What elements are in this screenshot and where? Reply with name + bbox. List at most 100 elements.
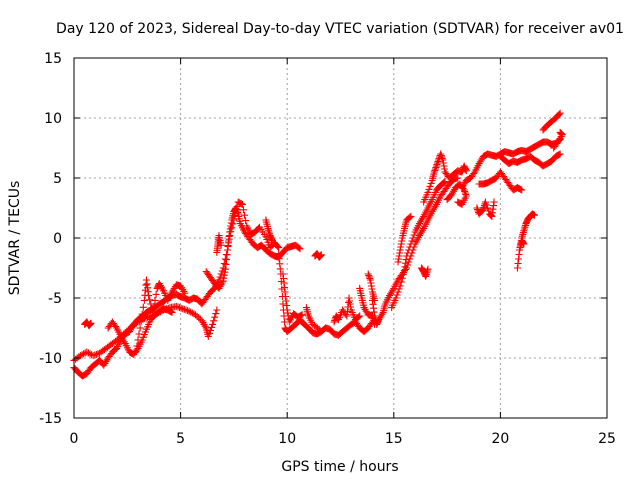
data-point <box>184 307 192 315</box>
data-point <box>206 326 214 334</box>
data-point <box>556 150 564 158</box>
data-point <box>229 220 237 228</box>
data-trace <box>496 150 564 170</box>
y-tick-label: 0 <box>53 231 62 247</box>
x-tick-label: 0 <box>70 431 79 447</box>
data-point <box>399 270 407 278</box>
data-point <box>142 314 150 322</box>
data-point <box>227 228 235 236</box>
data-point <box>392 294 400 302</box>
data-point <box>408 237 416 245</box>
data-point <box>241 211 249 219</box>
data-point <box>481 198 489 206</box>
data-point <box>231 212 239 219</box>
data-point <box>404 249 412 257</box>
data-point <box>146 296 154 304</box>
data-point <box>195 314 203 322</box>
data-point <box>92 350 100 358</box>
data-point <box>228 224 236 232</box>
data-trace <box>70 302 221 364</box>
data-trace <box>516 236 528 254</box>
data-point <box>397 278 405 286</box>
data-point <box>211 313 219 321</box>
data-trace <box>475 168 526 194</box>
data-point <box>226 232 234 240</box>
data-point <box>192 311 200 319</box>
data-point <box>242 217 250 225</box>
data-point <box>555 151 563 159</box>
x-tick-label: 25 <box>598 431 616 447</box>
data-point <box>314 324 322 332</box>
data-point <box>151 296 159 304</box>
data-point <box>424 188 432 196</box>
data-point <box>124 326 132 334</box>
data-trace <box>262 216 276 244</box>
chart-title: Day 120 of 2023, Sidereal Day-to-day VTE… <box>56 21 624 37</box>
data-point <box>427 179 435 187</box>
data-trace <box>213 232 225 256</box>
data-trace <box>443 180 470 208</box>
data-point <box>149 308 157 316</box>
y-tick-label: -15 <box>39 411 62 427</box>
data-point <box>233 203 241 210</box>
data-trace <box>418 264 432 280</box>
y-tick-label: 5 <box>53 171 62 187</box>
data-point <box>395 285 403 293</box>
data-trace <box>279 270 306 326</box>
data-point <box>296 245 304 253</box>
data-point <box>396 282 404 290</box>
data-point <box>205 329 213 337</box>
y-tick-label: -10 <box>39 351 62 367</box>
data-trace <box>81 318 95 330</box>
data-point <box>440 179 448 186</box>
data-point <box>176 304 184 312</box>
data-point <box>182 306 190 314</box>
data-point <box>483 201 491 209</box>
data-trace <box>330 294 364 326</box>
data-point <box>132 348 140 356</box>
data-point <box>210 317 218 325</box>
data-point <box>455 199 463 207</box>
data-point <box>215 276 223 284</box>
data-trace <box>364 270 379 304</box>
y-axis-label: SDTVAR / TECUs <box>7 181 23 296</box>
x-tick-label: 5 <box>176 431 185 447</box>
data-point <box>232 207 240 215</box>
y-tick-label: 15 <box>44 51 62 67</box>
data-point <box>490 198 498 206</box>
grid <box>74 58 607 418</box>
data-point <box>356 312 364 320</box>
data-trace <box>550 128 566 152</box>
data-trace <box>132 276 189 356</box>
data-point <box>518 186 526 194</box>
data-point <box>213 306 221 314</box>
data-point <box>123 327 131 335</box>
data-point <box>410 231 418 239</box>
data-trace <box>473 198 498 220</box>
data-point <box>216 273 224 281</box>
x-tick-label: 20 <box>491 431 509 447</box>
data-point <box>274 242 282 250</box>
x-tick-label: 10 <box>278 431 296 447</box>
data-point <box>180 305 188 313</box>
data-point <box>398 274 406 282</box>
data-point <box>520 240 528 248</box>
axis-ticks: 0 5 10 15 20 25 -15 -10 -5 0 5 10 15 <box>39 51 616 447</box>
data-point <box>315 325 323 333</box>
data-point <box>407 240 415 248</box>
data-point <box>355 313 363 321</box>
data-point <box>531 211 539 219</box>
data-point <box>204 332 212 340</box>
data-point <box>152 290 160 298</box>
data-point <box>239 206 247 214</box>
data-points <box>70 109 566 380</box>
data-point <box>177 304 185 312</box>
data-point <box>297 311 305 319</box>
data-point <box>135 330 143 338</box>
data-point <box>425 185 433 193</box>
data-point <box>407 212 415 220</box>
data-point <box>167 308 175 316</box>
data-point <box>150 302 158 310</box>
data-point <box>217 270 225 278</box>
